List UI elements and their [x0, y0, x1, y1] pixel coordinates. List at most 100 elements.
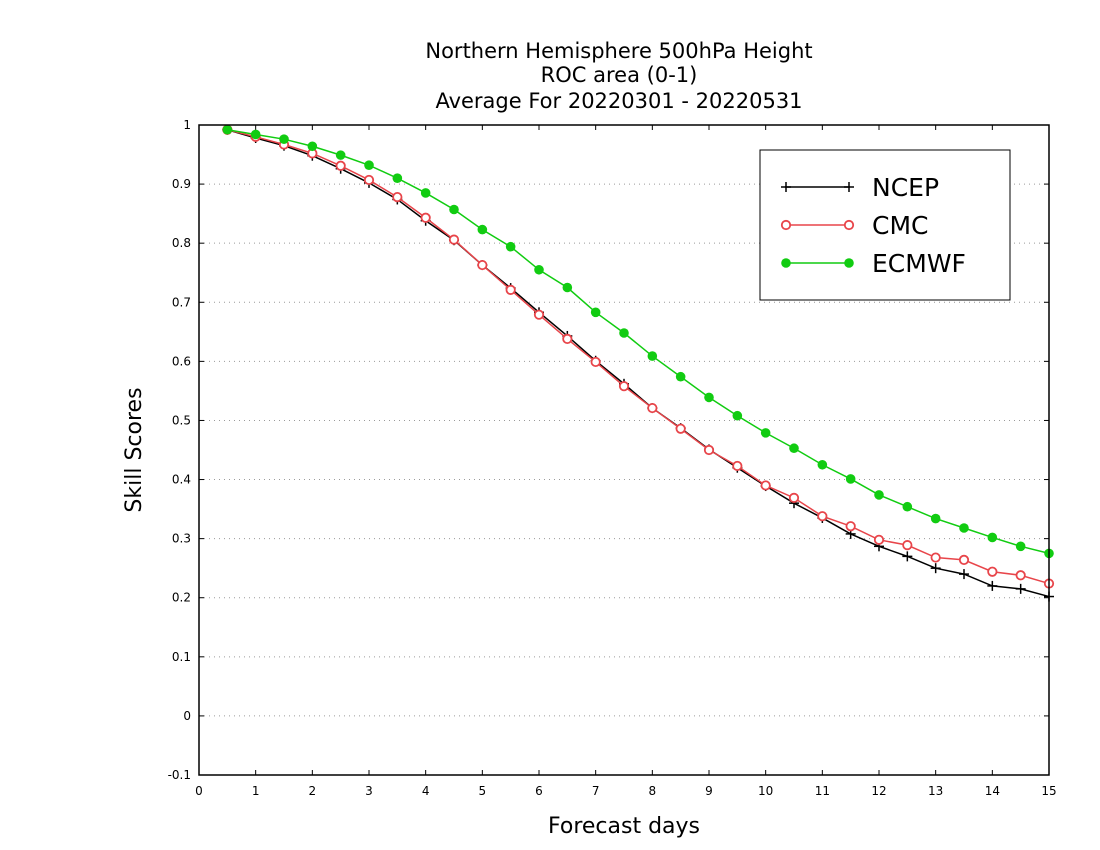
data-point	[789, 443, 799, 454]
y-tick-label: 0.2	[172, 591, 191, 605]
data-point	[675, 371, 686, 382]
data-point	[1015, 541, 1026, 552]
data-point	[307, 141, 318, 152]
data-point	[817, 459, 828, 470]
y-tick-label: 0.9	[172, 177, 191, 191]
y-tick-label: 1	[183, 118, 191, 132]
x-tick-label: 2	[309, 784, 317, 798]
series-line	[227, 128, 1050, 555]
data-point	[1015, 570, 1026, 581]
data-point	[781, 258, 791, 268]
data-point	[704, 392, 714, 403]
chart-title-line-1: Northern Hemisphere 500hPa Height	[425, 39, 812, 63]
data-point	[364, 160, 374, 170]
data-point	[590, 356, 601, 368]
data-point	[930, 513, 941, 524]
data-point	[987, 532, 998, 543]
x-tick-label: 12	[871, 784, 886, 798]
legend-entry: CMC	[780, 211, 928, 240]
data-point	[873, 534, 885, 545]
x-tick-label: 11	[815, 784, 830, 798]
y-tick-label: -0.1	[168, 768, 191, 782]
data-point	[590, 307, 601, 318]
data-point	[959, 523, 969, 533]
y-axis-label: Skill Scores	[122, 387, 147, 512]
y-tick-label: 0.6	[172, 354, 191, 368]
y-tick-label: 0.5	[172, 413, 191, 427]
series-cmc	[222, 124, 1055, 589]
y-tick-label: 0.1	[172, 650, 191, 664]
chart-title-line-2: ROC area (0-1)	[541, 63, 698, 87]
data-point	[902, 540, 913, 551]
x-tick-label: 14	[985, 784, 1000, 798]
data-point	[449, 204, 459, 215]
data-point	[533, 309, 545, 320]
data-point	[845, 474, 856, 484]
grid-lines	[199, 183, 1049, 717]
y-tick-label: 0	[183, 709, 191, 723]
data-point	[732, 460, 743, 472]
series-ecmwf	[222, 124, 1054, 559]
data-point	[477, 224, 488, 235]
y-tick-label: 0.3	[172, 532, 191, 546]
x-tick-label: 9	[705, 784, 713, 798]
x-tick-label: 0	[195, 784, 203, 798]
x-tick-label: 6	[535, 784, 543, 798]
data-point	[788, 492, 800, 503]
chart-title: Northern Hemisphere 500hPa Height ROC ar…	[425, 39, 812, 113]
data-point	[703, 444, 715, 456]
data-point	[732, 410, 743, 421]
data-point	[335, 160, 346, 171]
data-point	[505, 284, 516, 295]
data-point	[420, 212, 431, 223]
data-point	[619, 328, 629, 338]
x-tick-label: 3	[365, 784, 373, 798]
legend-label: NCEP	[872, 173, 939, 202]
data-point	[843, 219, 855, 231]
x-tick-label: 1	[252, 784, 260, 798]
data-point	[647, 402, 658, 414]
data-point	[930, 552, 941, 563]
data-point	[420, 188, 431, 198]
data-point	[647, 351, 658, 361]
data-point	[222, 124, 233, 135]
data-point	[874, 490, 884, 500]
legend-label: ECMWF	[872, 249, 966, 278]
data-point	[760, 480, 771, 491]
data-point	[844, 258, 854, 268]
series-line	[227, 129, 1050, 585]
data-point	[534, 264, 544, 275]
x-tick-label: 13	[928, 784, 943, 798]
data-point	[618, 381, 630, 392]
chart-title-line-3: Average For 20220301 - 20220531	[435, 89, 802, 113]
data-point	[250, 129, 261, 140]
axis-ticks: -0.100.10.20.30.40.50.60.70.80.910 1 2 3 4 5 6…	[168, 118, 1057, 798]
data-point	[675, 423, 686, 434]
x-tick-label: 5	[479, 784, 487, 798]
data-point	[817, 511, 828, 522]
data-point	[448, 234, 460, 245]
data-point	[902, 501, 913, 512]
x-tick-label: 7	[592, 784, 600, 798]
data-point	[392, 173, 403, 183]
legend-entry: NCEP	[781, 173, 939, 202]
data-point	[392, 191, 403, 203]
x-tick-label: 8	[649, 784, 657, 798]
series-lines	[222, 124, 1055, 602]
data-point	[279, 134, 289, 144]
legend: NCEP CMC ECMWF	[759, 149, 1011, 301]
data-point	[335, 150, 346, 160]
y-tick-label: 0.4	[172, 473, 191, 487]
x-axis-label: Forecast days	[548, 814, 700, 839]
data-point	[958, 554, 970, 566]
data-point	[845, 521, 856, 532]
data-point	[780, 219, 792, 231]
data-point	[477, 259, 488, 271]
data-point	[987, 566, 998, 577]
legend-entry: ECMWF	[781, 249, 966, 278]
x-tick-label: 10	[758, 784, 773, 798]
data-point	[363, 174, 375, 186]
x-tick-label: 4	[422, 784, 430, 798]
data-point	[562, 333, 573, 345]
data-point	[562, 282, 573, 293]
